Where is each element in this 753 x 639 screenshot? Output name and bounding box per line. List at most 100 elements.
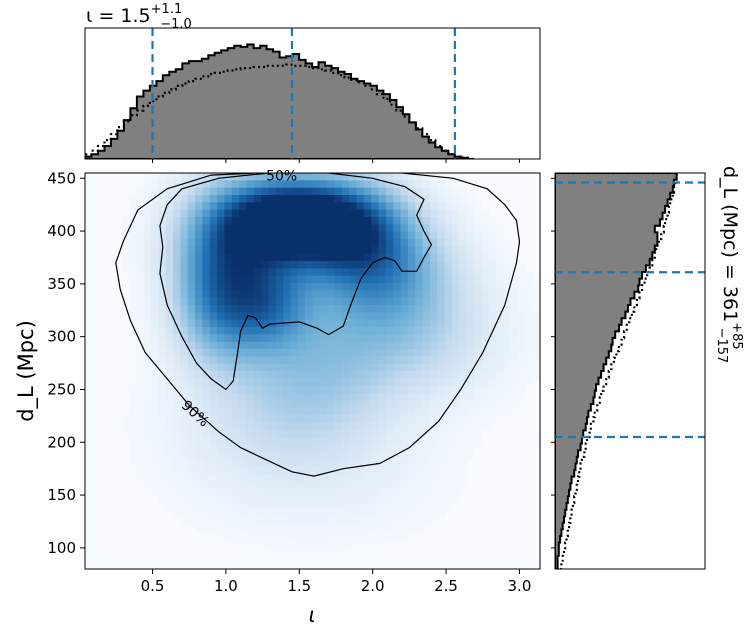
density-cell bbox=[246, 437, 255, 445]
density-cell bbox=[290, 268, 299, 277]
density-cell bbox=[268, 297, 277, 306]
density-cell bbox=[385, 334, 394, 343]
density-cell bbox=[356, 239, 365, 247]
density-cell bbox=[429, 385, 438, 394]
density-cell bbox=[437, 415, 446, 423]
density-cell bbox=[246, 319, 255, 328]
density-cell bbox=[202, 363, 211, 372]
density-cell bbox=[217, 334, 226, 343]
density-cell bbox=[393, 393, 402, 401]
density-cell bbox=[385, 180, 394, 189]
density-cell bbox=[180, 517, 189, 526]
density-cell bbox=[143, 407, 152, 416]
density-cell bbox=[202, 466, 211, 475]
density-cell bbox=[319, 415, 328, 423]
density-cell bbox=[378, 180, 387, 189]
density-cell bbox=[224, 466, 233, 475]
density-cell bbox=[268, 268, 277, 277]
density-cell bbox=[444, 224, 453, 233]
density-cell bbox=[253, 466, 262, 475]
density-cell bbox=[488, 400, 497, 409]
density-cell bbox=[195, 253, 204, 262]
density-cell bbox=[525, 327, 534, 335]
density-cell bbox=[407, 466, 416, 475]
density-cell bbox=[385, 393, 394, 401]
density-cell bbox=[429, 349, 438, 357]
density-cell bbox=[158, 231, 167, 240]
density-cell bbox=[422, 180, 431, 189]
density-cell bbox=[363, 488, 372, 497]
density-cell bbox=[319, 532, 328, 541]
density-cell bbox=[312, 363, 321, 372]
density-cell bbox=[283, 231, 292, 240]
density-cell bbox=[495, 349, 504, 357]
density-cell bbox=[481, 268, 490, 277]
density-cell bbox=[246, 180, 255, 189]
density-cell bbox=[268, 334, 277, 343]
density-cell bbox=[158, 466, 167, 475]
density-cell bbox=[187, 246, 196, 255]
density-cell bbox=[187, 488, 196, 497]
density-cell bbox=[180, 429, 189, 438]
density-cell bbox=[143, 459, 152, 467]
density-cell bbox=[356, 224, 365, 233]
density-cell bbox=[158, 253, 167, 262]
density-cell bbox=[356, 437, 365, 445]
density-cell bbox=[393, 400, 402, 409]
density-cell bbox=[400, 473, 409, 482]
density-cell bbox=[143, 224, 152, 233]
density-cell bbox=[180, 510, 189, 519]
density-cell bbox=[261, 319, 270, 328]
density-cell bbox=[231, 481, 240, 489]
density-cell bbox=[261, 297, 270, 306]
density-cell bbox=[239, 385, 248, 394]
density-cell bbox=[195, 503, 204, 511]
density-cell bbox=[246, 224, 255, 233]
density-cell bbox=[422, 363, 431, 372]
density-cell bbox=[444, 341, 453, 350]
density-cell bbox=[415, 297, 424, 306]
density-cell bbox=[173, 495, 181, 504]
density-cell bbox=[312, 209, 321, 218]
density-cell bbox=[510, 378, 519, 387]
density-cell bbox=[319, 378, 328, 387]
density-cell bbox=[312, 261, 321, 269]
density-cell bbox=[136, 217, 145, 225]
density-cell bbox=[151, 481, 159, 489]
density-cell bbox=[305, 261, 314, 269]
density-cell bbox=[180, 415, 189, 423]
density-cell bbox=[239, 180, 248, 189]
density-cell bbox=[327, 356, 336, 365]
density-cell bbox=[363, 495, 372, 504]
density-cell bbox=[151, 393, 159, 401]
density-cell bbox=[349, 363, 358, 372]
density-cell bbox=[334, 510, 343, 519]
density-cell bbox=[341, 334, 350, 343]
density-cell bbox=[429, 510, 438, 519]
density-cell bbox=[297, 180, 306, 189]
density-cell bbox=[385, 429, 394, 438]
y-tick-label: 200 bbox=[47, 433, 76, 451]
density-cell bbox=[239, 268, 248, 277]
density-cell bbox=[459, 444, 468, 453]
density-cell bbox=[173, 275, 181, 284]
density-cell bbox=[305, 349, 314, 357]
density-cell bbox=[466, 422, 475, 431]
density-cell bbox=[363, 525, 372, 533]
density-cell bbox=[334, 481, 343, 489]
density-cell bbox=[349, 349, 358, 357]
density-cell bbox=[495, 385, 504, 394]
density-cell bbox=[268, 239, 277, 247]
density-cell bbox=[246, 393, 255, 401]
density-cell bbox=[349, 415, 358, 423]
density-cell bbox=[371, 481, 380, 489]
density-cell bbox=[319, 261, 328, 269]
density-cell bbox=[246, 253, 255, 262]
density-cell bbox=[195, 261, 204, 269]
density-cell bbox=[422, 334, 431, 343]
density-cell bbox=[407, 503, 416, 511]
density-cell bbox=[393, 290, 402, 299]
density-cell bbox=[305, 422, 314, 431]
density-cell bbox=[268, 510, 277, 519]
density-cell bbox=[393, 349, 402, 357]
